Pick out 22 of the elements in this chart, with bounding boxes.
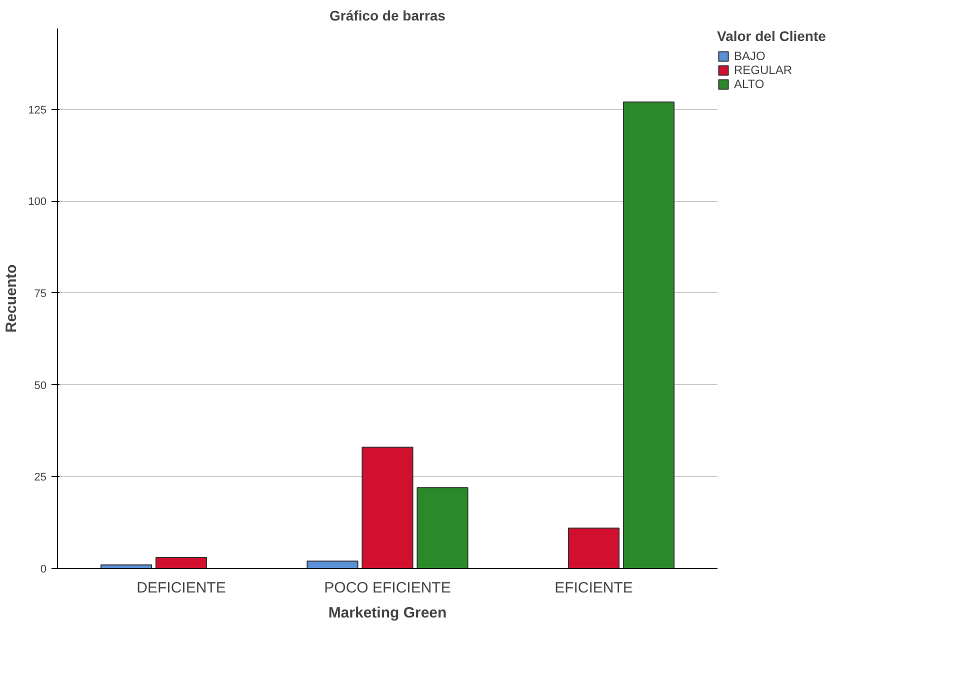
x-tick-label: DEFICIENTE bbox=[136, 580, 226, 596]
legend-label: BAJO bbox=[734, 49, 766, 63]
bar bbox=[416, 487, 468, 568]
x-axis-title: Marketing Green bbox=[328, 604, 447, 622]
legend-label: REGULAR bbox=[734, 63, 792, 77]
bar bbox=[362, 446, 414, 568]
x-tick-label: POCO EFICIENTE bbox=[324, 580, 451, 596]
bar bbox=[568, 528, 620, 568]
bar bbox=[306, 560, 358, 568]
bar bbox=[622, 101, 675, 568]
y-tick-label: 75 bbox=[34, 288, 47, 300]
legend-title: Valor del Cliente bbox=[717, 28, 826, 44]
chart-title: Gráfico de barras bbox=[330, 8, 446, 24]
y-axis-title: Recuento bbox=[3, 264, 20, 333]
y-tick-label: 100 bbox=[28, 196, 47, 208]
y-tick-label: 50 bbox=[34, 380, 47, 392]
y-tick-label: 125 bbox=[28, 104, 47, 116]
y-tick-label: 25 bbox=[34, 472, 47, 484]
x-tick-label: EFICIENTE bbox=[554, 580, 633, 596]
bar bbox=[155, 556, 208, 568]
y-tick-label: 0 bbox=[40, 564, 47, 576]
legend-label: ALTO bbox=[734, 77, 764, 91]
